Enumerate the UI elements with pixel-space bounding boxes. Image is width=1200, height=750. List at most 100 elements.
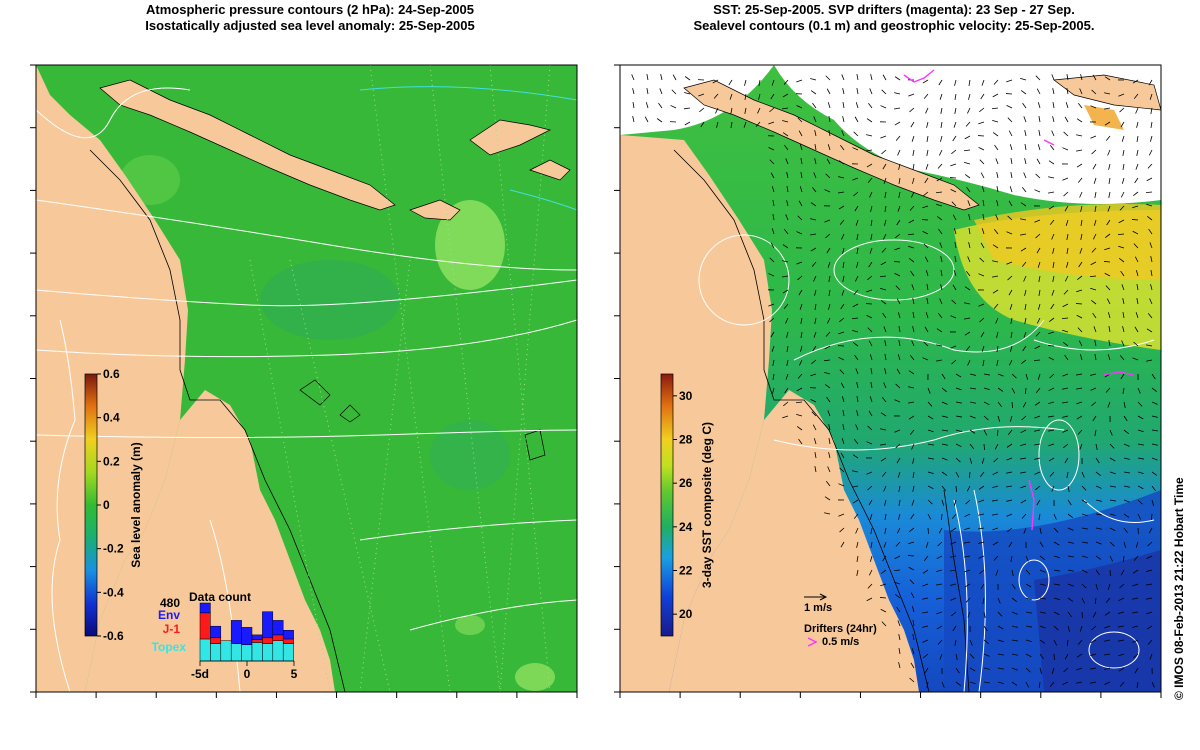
sea-level-anomaly-map-panel: 142144146148150152154156158160 -7-9-11-1… [7, 58, 588, 717]
velocity-arrow [841, 130, 845, 137]
velocity-arrow [1095, 485, 1102, 489]
velocity-arrow [1134, 667, 1139, 674]
data-count-bar-env [241, 627, 253, 646]
velocity-arrow [797, 215, 803, 221]
velocity-arrow [1008, 130, 1013, 137]
velocity-arrow [855, 102, 859, 109]
velocity-arrow [954, 242, 957, 249]
velocity-arrow [1064, 354, 1069, 361]
velocity-arrow [983, 387, 990, 390]
velocity-arrow [1038, 130, 1041, 137]
velocity-arrow [786, 186, 789, 193]
velocity-arrow [880, 412, 887, 417]
data-count-bar-topex [262, 643, 274, 662]
velocity-arrow [1011, 387, 1016, 394]
velocity-arrow [1132, 639, 1139, 643]
velocity-arrow [770, 242, 775, 249]
velocity-arrow [908, 93, 915, 97]
velocity-arrow [1025, 597, 1032, 601]
island [529, 159, 571, 181]
velocity-arrow [993, 79, 999, 85]
velocity-arrow [1020, 429, 1027, 434]
velocity-arrow [1122, 387, 1125, 394]
velocity-arrow [911, 191, 915, 198]
velocity-arrow [1151, 443, 1158, 446]
velocity-arrow [1034, 429, 1041, 432]
velocity-arrow [854, 205, 859, 212]
velocity-arrow [768, 273, 775, 277]
data-count-bar-j1 [199, 612, 211, 640]
velocity-arrow [1137, 429, 1144, 433]
velocity-arrow [1092, 233, 1097, 240]
velocity-arrow [814, 303, 817, 310]
velocity-arrow [895, 135, 901, 141]
velocity-arrow [1108, 177, 1111, 184]
velocity-arrow [1006, 231, 1013, 235]
velocity-arrow [814, 289, 817, 296]
velocity-arrow [979, 317, 985, 323]
velocity-arrow [1039, 569, 1046, 573]
velocity-arrow [1104, 272, 1111, 277]
velocity-arrow [926, 135, 929, 142]
velocity-arrow [955, 387, 962, 391]
velocity-arrow [827, 410, 831, 417]
velocity-arrow [1052, 261, 1055, 268]
queensland-coast [669, 390, 919, 692]
velocity-arrow [810, 202, 817, 207]
velocity-arrow [1123, 513, 1130, 518]
velocity-arrow [883, 233, 887, 240]
velocity-arrow [955, 471, 960, 478]
velocity-arrow [1095, 443, 1098, 450]
velocity-arrow [1009, 186, 1013, 193]
velocity-arrow [881, 621, 887, 627]
velocity-arrow [1049, 373, 1055, 379]
velocity-arrow [814, 130, 817, 137]
velocity-arrow [1062, 387, 1069, 390]
velocity-arrow [1025, 667, 1031, 673]
velocity-arrow [684, 121, 691, 126]
velocity-arrow [810, 398, 817, 403]
velocity-arrow [1049, 317, 1055, 322]
velocity-arrow [828, 438, 831, 445]
velocity-arrow [911, 340, 915, 347]
velocity-arrow [782, 275, 789, 278]
velocity-arrow [1038, 681, 1041, 689]
velocity-arrow [1064, 653, 1069, 660]
data-count-bar-topex [199, 638, 211, 662]
velocity-arrow [927, 443, 934, 446]
velocity-arrow [856, 410, 859, 417]
velocity-arrow [1049, 681, 1055, 687]
velocity-arrow [782, 415, 789, 419]
velocity-arrow [996, 200, 999, 207]
velocity-arrow [1021, 513, 1027, 519]
velocity-arrow [782, 107, 789, 110]
velocity-arrow [895, 285, 901, 291]
velocity-arrow [783, 303, 789, 309]
velocity-arrow [1136, 121, 1139, 128]
velocity-arrow [1008, 200, 1013, 207]
velocity-arrow [1107, 401, 1111, 408]
velocity-arrow [856, 569, 859, 576]
velocity-arrow [1022, 102, 1027, 109]
velocity-arrow [1136, 149, 1139, 156]
velocity-arrow [1048, 429, 1055, 432]
velocity-arrow [1094, 340, 1097, 347]
velocity-arrow [967, 359, 971, 366]
velocity-arrow [1066, 261, 1069, 268]
velocity-arrow [646, 88, 649, 95]
velocity-arrow [743, 121, 747, 128]
pressure-contour-land [51, 319, 76, 692]
data-count-bar-env [230, 620, 242, 644]
velocity-arrow [852, 499, 859, 504]
velocity-arrow [1091, 247, 1097, 253]
velocity-arrow [1009, 415, 1013, 422]
velocity-arrow [1037, 261, 1041, 268]
velocity-arrow [868, 340, 873, 347]
velocity-arrow [810, 247, 817, 252]
velocity-arrow [1148, 527, 1153, 534]
velocity-arrow [951, 611, 957, 617]
velocity-arrow [922, 625, 929, 628]
velocity-arrow [1038, 513, 1041, 520]
velocity-arrow [825, 233, 831, 239]
velocity-arrow [799, 144, 803, 151]
